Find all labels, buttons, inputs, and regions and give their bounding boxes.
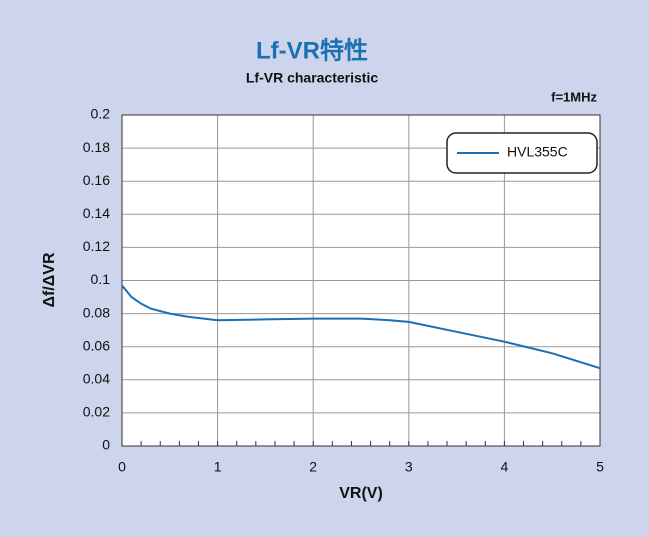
x-tick-label: 2 — [309, 459, 317, 475]
y-axis-label: Δf/ΔVR — [41, 252, 58, 307]
y-tick-label: 0.1 — [91, 271, 111, 287]
y-tick-label: 0 — [102, 437, 110, 453]
y-tick-label: 0.08 — [83, 304, 110, 320]
plot-frame — [121, 114, 601, 447]
y-tick-label: 0.14 — [83, 205, 110, 221]
x-tick-label: 4 — [501, 459, 509, 475]
legend-label: HVL355C — [507, 144, 568, 160]
line-series — [121, 284, 601, 370]
y-tick-label: 0.12 — [83, 238, 110, 254]
chart-title: Lf-VR特性 — [256, 37, 368, 64]
x-tick-label: 1 — [214, 459, 222, 475]
chart-subtitle: Lf-VR characteristic — [246, 70, 378, 86]
legend-box — [446, 132, 598, 174]
y-tick-label: 0.06 — [83, 337, 110, 353]
x-axis-label: VR(V) — [339, 485, 383, 502]
annotation: f=1MHz — [551, 89, 597, 104]
y-tick-label: 0.2 — [91, 106, 111, 122]
y-tick-label: 0.02 — [83, 404, 110, 420]
x-tick-label: 5 — [596, 459, 604, 475]
x-tick-label: 0 — [118, 459, 126, 475]
x-tick-label: 3 — [405, 459, 413, 475]
y-tick-label: 0.16 — [83, 172, 110, 188]
y-tick-label: 0.04 — [83, 371, 110, 387]
y-tick-label: 0.18 — [83, 139, 110, 155]
